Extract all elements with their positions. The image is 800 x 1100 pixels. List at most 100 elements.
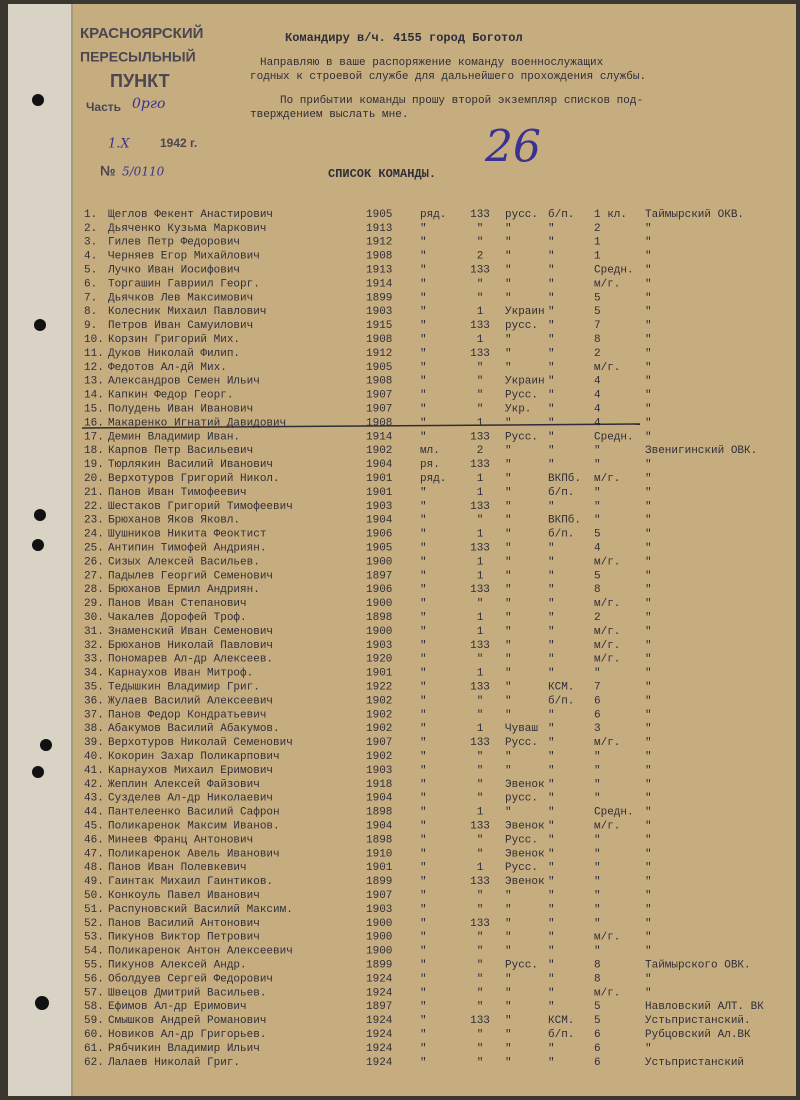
rank: " (420, 821, 427, 833)
rank: " (420, 376, 427, 388)
row-number: 21. (84, 487, 104, 499)
nationality: Эвенок (505, 876, 545, 888)
nationality: " (505, 946, 512, 958)
note: " (645, 821, 652, 833)
class: 1 (594, 237, 601, 249)
education: " (477, 765, 484, 777)
person-name: Корзин Григорий Мих. (108, 334, 240, 346)
rank: " (420, 1057, 427, 1069)
class: 8 (594, 584, 601, 596)
nationality: " (505, 668, 512, 680)
party: " (548, 821, 555, 833)
birth-year: 1904 (366, 793, 393, 805)
rank: " (420, 876, 427, 888)
row-number: 46. (84, 834, 104, 846)
note: " (645, 584, 652, 596)
row-number: 33. (84, 654, 104, 666)
note: " (645, 626, 652, 638)
person-name: Чакалев Дорофей Троф. (108, 611, 247, 624)
class: " (594, 501, 601, 513)
row-number: 8. (84, 306, 97, 318)
party: " (548, 459, 555, 471)
party: ВКПб. (548, 514, 581, 527)
birth-year: 1899 (366, 876, 392, 888)
rank: " (420, 584, 427, 596)
nationality: " (505, 1043, 512, 1055)
person-name: Верхотуров Николай Семенович (108, 737, 293, 749)
birth-year: 1905 (366, 362, 392, 374)
party: " (548, 306, 555, 318)
rank: " (420, 848, 427, 860)
birth-year: 1899 (366, 292, 392, 304)
nationality: Эвенок (505, 779, 545, 791)
education: " (477, 278, 484, 290)
class: м/г. (594, 598, 620, 610)
note: " (645, 848, 652, 860)
nationality: " (505, 932, 512, 944)
education: 133 (470, 459, 490, 471)
party: " (548, 265, 555, 277)
nationality: русс. (505, 209, 538, 221)
party: " (548, 848, 555, 860)
person-name: Поликаренок Антон Алексеевич (108, 946, 293, 958)
party: " (548, 417, 555, 429)
person-name: Демин Владимир Иван. (108, 431, 240, 443)
person-name: Александров Семен Ильич (108, 376, 260, 388)
person-name: Колесник Михаил Павлович (108, 306, 266, 318)
class: 2 (594, 223, 601, 235)
note: " (645, 973, 652, 985)
nationality: Эвенок (505, 821, 545, 833)
note: " (645, 737, 652, 749)
note: " (645, 654, 652, 666)
nationality: Русс. (505, 862, 538, 874)
note: Навловский АЛТ. ВК (645, 1001, 764, 1013)
rank: " (420, 348, 427, 360)
class: м/г. (594, 737, 620, 749)
education: 133 (470, 501, 490, 513)
class: 3 (594, 723, 601, 735)
note: " (645, 946, 652, 958)
person-name: Брюханов Николай Павлович (108, 640, 273, 652)
rank: " (420, 570, 427, 582)
party: " (548, 834, 555, 846)
class: 8 (594, 334, 601, 346)
note: " (645, 987, 652, 999)
birth-year: 1908 (366, 251, 392, 263)
party: " (548, 431, 555, 443)
nationality: " (505, 1015, 512, 1027)
person-name: Щеглов Фекент Анастирович (108, 209, 273, 221)
nationality: " (505, 598, 512, 610)
rank: мл. (420, 445, 440, 457)
note: " (645, 570, 652, 582)
rank: " (420, 515, 427, 527)
education: 2 (477, 251, 484, 263)
class: м/г. (594, 654, 620, 666)
person-name: Гаинтак Михаил Гаинтиков. (108, 876, 273, 888)
note: " (645, 362, 652, 374)
education: 133 (470, 918, 490, 930)
class: м/г. (594, 932, 620, 944)
birth-year: 1913 (366, 265, 392, 277)
class: " (594, 793, 601, 805)
rank: " (420, 668, 427, 680)
education: " (477, 695, 484, 707)
rank: " (420, 723, 427, 735)
row-number: 47. (84, 848, 104, 860)
letter-text: тверждением выслать мне. (250, 109, 408, 121)
nationality: " (505, 918, 512, 930)
rank: " (420, 417, 427, 429)
birth-year: 1912 (366, 237, 392, 249)
nationality: " (505, 278, 512, 290)
rank: " (420, 695, 427, 707)
row-number: 19. (84, 459, 104, 471)
birth-year: 1924 (366, 1057, 393, 1069)
row-number: 1. (84, 209, 97, 221)
row-number: 15. (84, 404, 104, 416)
class: 5 (594, 529, 601, 541)
rank: " (420, 626, 427, 638)
education: " (477, 904, 484, 916)
person-name: Дьяченко Кузьма Маркович (108, 223, 266, 235)
row-number: 62. (84, 1057, 104, 1069)
party: " (548, 751, 555, 763)
row-number: 44. (84, 807, 104, 819)
